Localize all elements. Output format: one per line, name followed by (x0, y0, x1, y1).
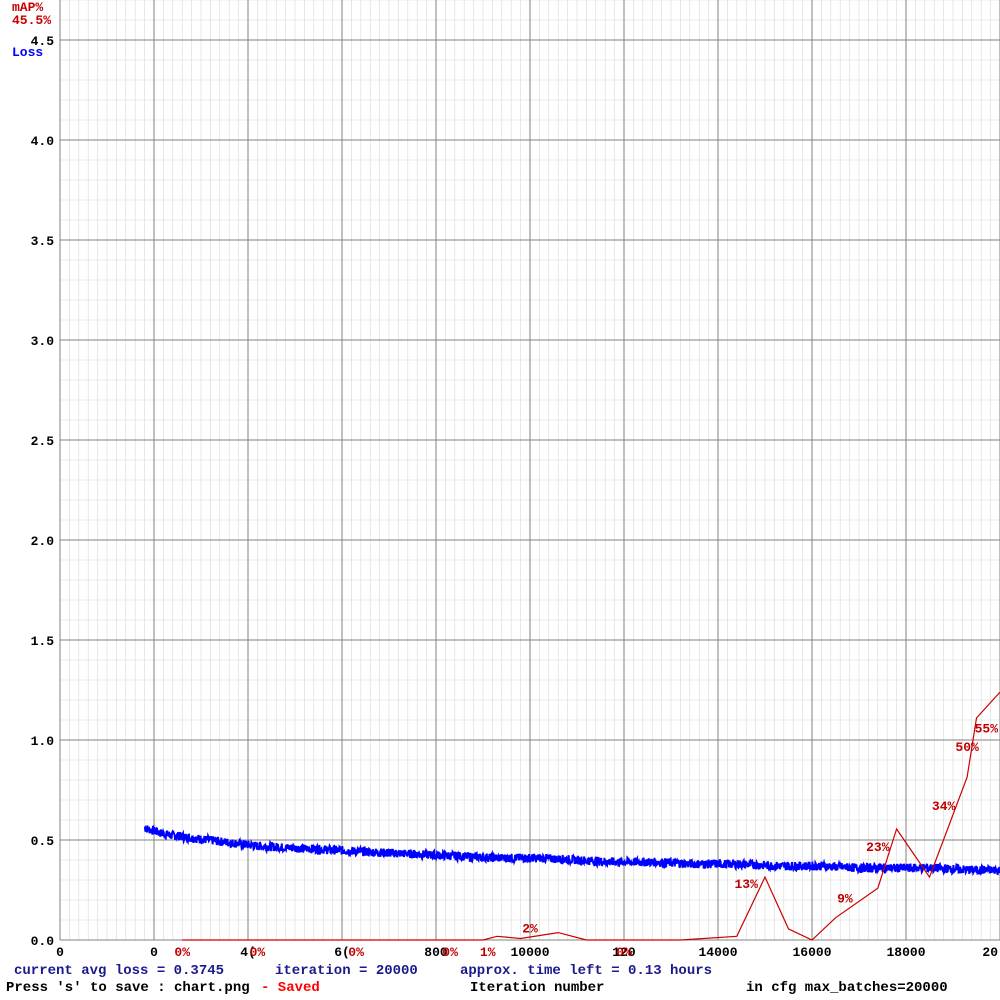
x-tick-label: 4( (240, 945, 256, 960)
map-point-label: 0% (250, 945, 266, 960)
y-tick-label: 2.5 (31, 434, 55, 449)
y-tick-label: 2.0 (31, 534, 55, 549)
y-tick-label: 1.0 (31, 734, 55, 749)
y-tick-label: 3.5 (31, 234, 55, 249)
map-series (182, 691, 1000, 941)
x-tick-label: 20 (982, 945, 998, 960)
map-line (182, 691, 1000, 941)
x-axis-ticks: 0 0 4( 6( 800 10000 120 14000 16000 18000 20 (56, 945, 998, 960)
y-tick-label: 1.5 (31, 634, 55, 649)
map-point-label: 0% (348, 945, 364, 960)
map-point-label: 50% (955, 740, 979, 755)
current-avg-loss: current avg loss = 0.3745 (14, 963, 224, 979)
time-left: approx. time left = 0.13 hours (460, 963, 712, 979)
iteration-count: iteration = 20000 (275, 963, 418, 979)
map-point-label: 34% (932, 799, 956, 814)
map-point-label: 2% (522, 921, 538, 936)
x-tick-label: 14000 (698, 945, 737, 960)
y-tick-label: 0.5 (31, 834, 55, 849)
y-tick-label: 3.0 (31, 334, 55, 349)
loss-line (143, 824, 1000, 877)
map-point-label: 23% (866, 840, 890, 855)
x-tick-label: 800 (424, 945, 448, 960)
x-tick-label: 18000 (886, 945, 925, 960)
x-tick-label: 10000 (510, 945, 549, 960)
x-tick-label: 0 (56, 945, 64, 960)
legend-map-label: mAP% (12, 0, 43, 15)
y-tick-label: 4.0 (31, 134, 55, 149)
saved-status: - Saved (261, 980, 320, 996)
map-point-label: 1% (480, 945, 496, 960)
y-tick-label: 4.5 (31, 34, 55, 49)
map-labels: 0% 0% 0% 0% 1% 2% 0% 13% 9% 23% 34% 50% 55% (174, 722, 998, 961)
save-hint: Press 's' to save : chart.png (6, 980, 250, 996)
loss-series (143, 824, 1000, 877)
y-axis-ticks: 0.0 0.5 1.0 1.5 2.0 2.5 3.0 3.5 4.0 4.5 (31, 34, 55, 949)
cfg-max-batches: in cfg max_batches=20000 (746, 980, 948, 996)
map-point-label: 0% (616, 945, 632, 960)
legend-loss-label: Loss (12, 45, 43, 60)
x-tick-label: 0 (150, 945, 158, 960)
map-point-label: 9% (837, 892, 853, 907)
legend-map-value: 45.5% (12, 13, 51, 28)
x-tick-label: 16000 (792, 945, 831, 960)
map-point-label: 13% (734, 877, 758, 892)
x-tick-label: 120 (612, 945, 636, 960)
map-point-label: 0% (442, 945, 458, 960)
map-point-label: 55% (975, 722, 999, 737)
x-tick-label: 6( (334, 945, 350, 960)
y-tick-label: 0.0 (31, 934, 55, 949)
map-point-label: 0% (174, 945, 190, 960)
x-axis-label: Iteration number (470, 980, 604, 996)
